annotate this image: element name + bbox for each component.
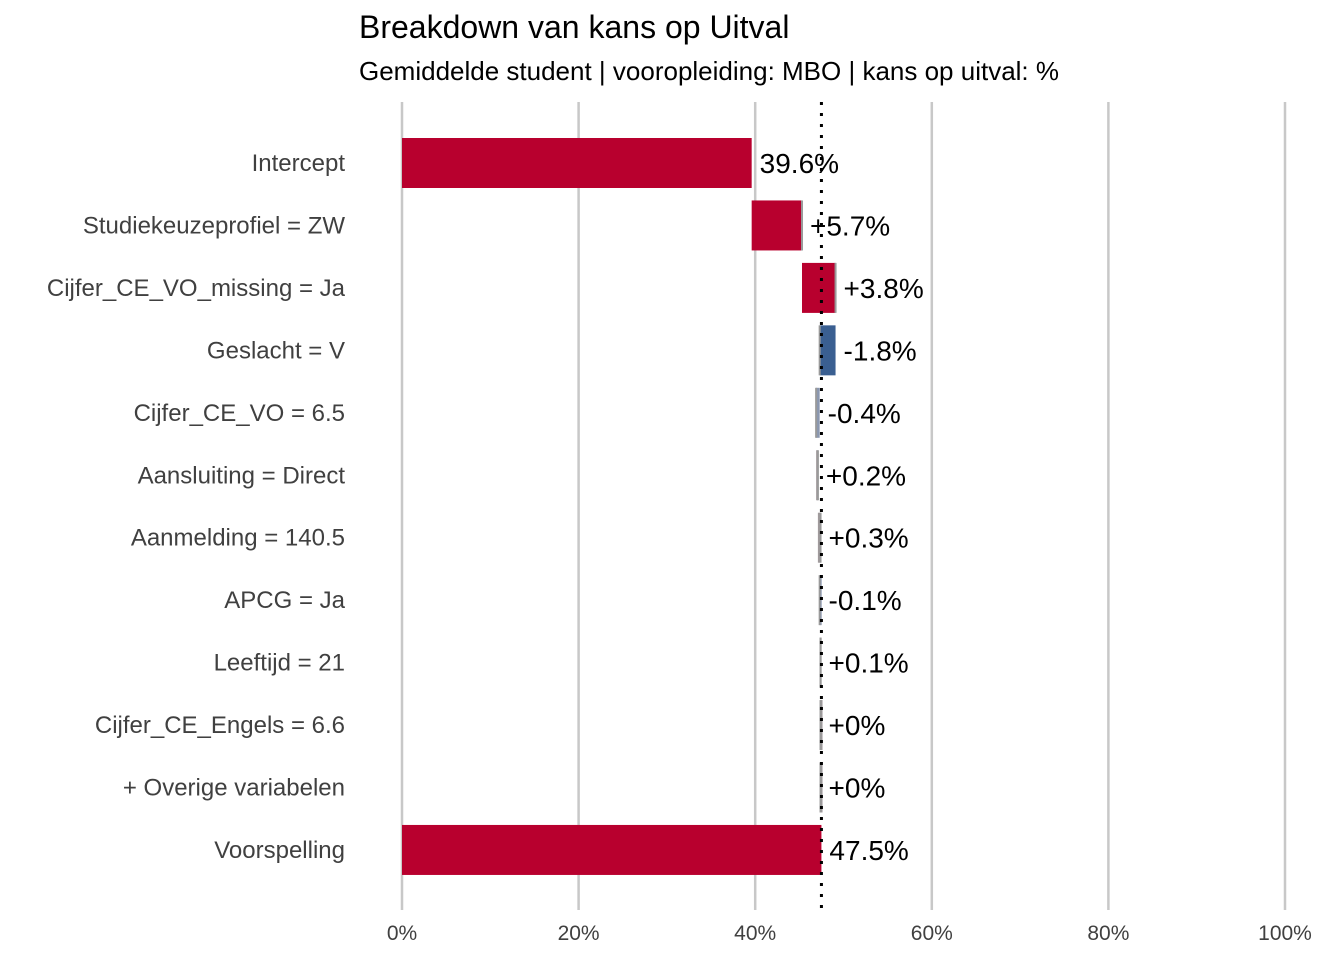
x-tick-label: 20% <box>558 922 600 945</box>
waterfall-bar <box>402 824 822 875</box>
category-label: Aanmelding = 140.5 <box>131 525 345 552</box>
waterfall-bar <box>801 262 836 313</box>
waterfall-bar <box>816 387 820 438</box>
category-label: Studiekeuzeprofiel = ZW <box>83 212 345 239</box>
x-tick-label: 100% <box>1258 922 1312 945</box>
bars <box>402 138 837 875</box>
value-label: +0.1% <box>829 648 909 679</box>
value-label: -0.1% <box>829 585 902 616</box>
value-label: +0% <box>829 773 886 804</box>
value-label: +0% <box>829 710 886 741</box>
category-label: Aansluiting = Direct <box>138 462 346 489</box>
value-label: +0.2% <box>826 460 906 491</box>
x-tick-label: 40% <box>734 922 776 945</box>
value-label: 39.6% <box>760 148 839 179</box>
category-labels: Intercept Studiekeuzeprofiel = ZW Cijfer_C… <box>47 150 346 864</box>
category-label: Cijfer_CE_Engels = 6.6 <box>95 712 345 739</box>
value-labels: 39.6% +5.7% +3.8% -1.8% -0.4% +0.2% +0.3% -0.1%… <box>760 148 924 866</box>
category-label: Voorspelling <box>214 837 345 864</box>
category-label: APCG = Ja <box>224 587 345 614</box>
value-label: +5.7% <box>810 210 890 241</box>
category-label: Geslacht = V <box>207 337 345 364</box>
waterfall-bar <box>817 512 821 563</box>
category-label: + Overige variabelen <box>123 775 345 802</box>
x-tick-label: 60% <box>911 922 953 945</box>
category-label: Cijfer_CE_VO = 6.5 <box>134 400 345 427</box>
value-label: -0.4% <box>828 398 901 429</box>
waterfall-bar <box>819 325 836 376</box>
category-label: Leeftijd = 21 <box>214 650 345 677</box>
value-label: +3.8% <box>844 273 924 304</box>
value-label: -1.8% <box>844 335 917 366</box>
x-tick-label: 80% <box>1087 922 1129 945</box>
chart-title: Breakdown van kans op Uitval <box>359 9 789 45</box>
x-tick-label: 0% <box>387 922 417 945</box>
value-label: +0.3% <box>829 523 909 554</box>
value-label: 47.5% <box>829 835 908 866</box>
category-label: Cijfer_CE_VO_missing = Ja <box>47 275 346 302</box>
chart-subtitle: Gemiddelde student | vooropleiding: MBO … <box>359 56 1059 86</box>
waterfall-bar <box>402 138 752 188</box>
x-axis-ticks: 0% 20% 40% 60% 80% 100% <box>387 922 1312 945</box>
waterfall-bar <box>751 200 802 251</box>
category-label: Intercept <box>252 150 346 177</box>
